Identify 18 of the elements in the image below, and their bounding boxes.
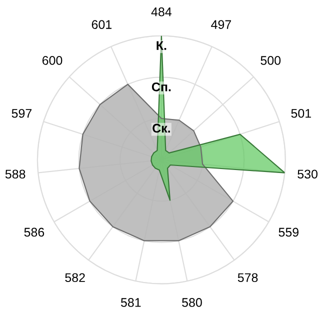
spoke-label: 597 bbox=[12, 108, 32, 118]
spoke-label: 497 bbox=[211, 20, 231, 29]
spoke-label: 580 bbox=[182, 298, 202, 307]
y-tick-label: Ск. bbox=[152, 124, 170, 133]
spoke-label: 586 bbox=[24, 228, 44, 237]
spoke-label: 500 bbox=[260, 56, 281, 65]
y-tick-label: Сп. bbox=[152, 82, 171, 92]
spoke-label: 530 bbox=[298, 170, 318, 179]
spoke-label: 588 bbox=[5, 170, 26, 179]
spoke-label: 578 bbox=[238, 273, 258, 282]
spoke-label: 484 bbox=[151, 7, 172, 16]
spoke-label: 600 bbox=[42, 56, 62, 65]
spoke-label: 601 bbox=[92, 20, 112, 29]
spoke-label: 501 bbox=[291, 108, 311, 118]
spoke-label: 581 bbox=[120, 298, 141, 307]
y-tick-label: К. bbox=[156, 41, 166, 50]
spoke-label: 582 bbox=[65, 273, 85, 282]
spoke-label: 559 bbox=[278, 228, 299, 237]
